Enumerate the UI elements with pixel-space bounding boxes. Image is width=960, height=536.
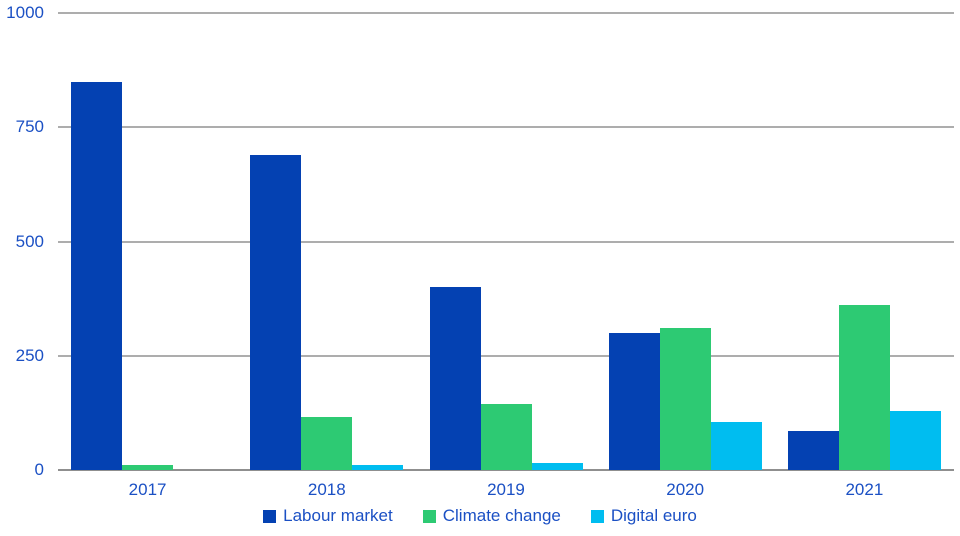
bar-digital-euro-2019 xyxy=(531,463,583,470)
legend-swatch-climate-change xyxy=(422,509,436,523)
y-axis-tick-label: 500 xyxy=(15,231,44,251)
bar-climate-change-2021 xyxy=(838,305,890,470)
x-axis-label: 2020 xyxy=(666,480,705,499)
bar-digital-euro-2020 xyxy=(710,422,762,470)
x-axis-label: 2021 xyxy=(845,480,884,499)
bar-climate-change-2017 xyxy=(122,465,174,470)
legend-item-climate-change: Climate change xyxy=(422,506,561,526)
x-axis-line xyxy=(58,469,954,471)
x-axis-label: 2019 xyxy=(487,480,525,499)
y-axis-tick-label: 1000 xyxy=(6,3,44,22)
bar-digital-euro-2018 xyxy=(352,465,404,470)
bar-climate-change-2020 xyxy=(659,328,711,470)
bar-labour-market-2017 xyxy=(71,81,123,470)
legend-item-digital-euro: Digital euro xyxy=(590,506,697,526)
chart-legend: Labour market Climate change Digital eur… xyxy=(0,506,960,526)
bar-labour-market-2018 xyxy=(250,154,302,470)
legend-swatch-digital-euro xyxy=(590,509,604,523)
gridline xyxy=(58,354,954,357)
bar-labour-market-2020 xyxy=(608,332,660,470)
legend-label-labour-market: Labour market xyxy=(283,506,393,525)
legend-swatch-labour-market xyxy=(263,509,277,523)
legend-label-climate-change: Climate change xyxy=(442,506,561,525)
y-axis-tick-label: 750 xyxy=(15,117,44,137)
gridline xyxy=(58,240,954,243)
y-axis-tick-label: 0 xyxy=(34,460,44,479)
gridline xyxy=(58,12,954,14)
x-axis-label: 2018 xyxy=(307,480,346,499)
bar-labour-market-2021 xyxy=(787,431,839,470)
bar-labour-market-2019 xyxy=(429,287,481,470)
legend-item-labour-market: Labour market xyxy=(263,506,393,526)
y-axis-tick-label: 250 xyxy=(15,345,44,365)
bar-climate-change-2019 xyxy=(480,403,532,470)
gridline xyxy=(58,126,954,129)
bar-digital-euro-2021 xyxy=(889,410,941,470)
x-axis-label: 2017 xyxy=(128,480,167,499)
legend-label-digital-euro: Digital euro xyxy=(610,506,697,525)
bar-climate-change-2018 xyxy=(301,417,353,470)
